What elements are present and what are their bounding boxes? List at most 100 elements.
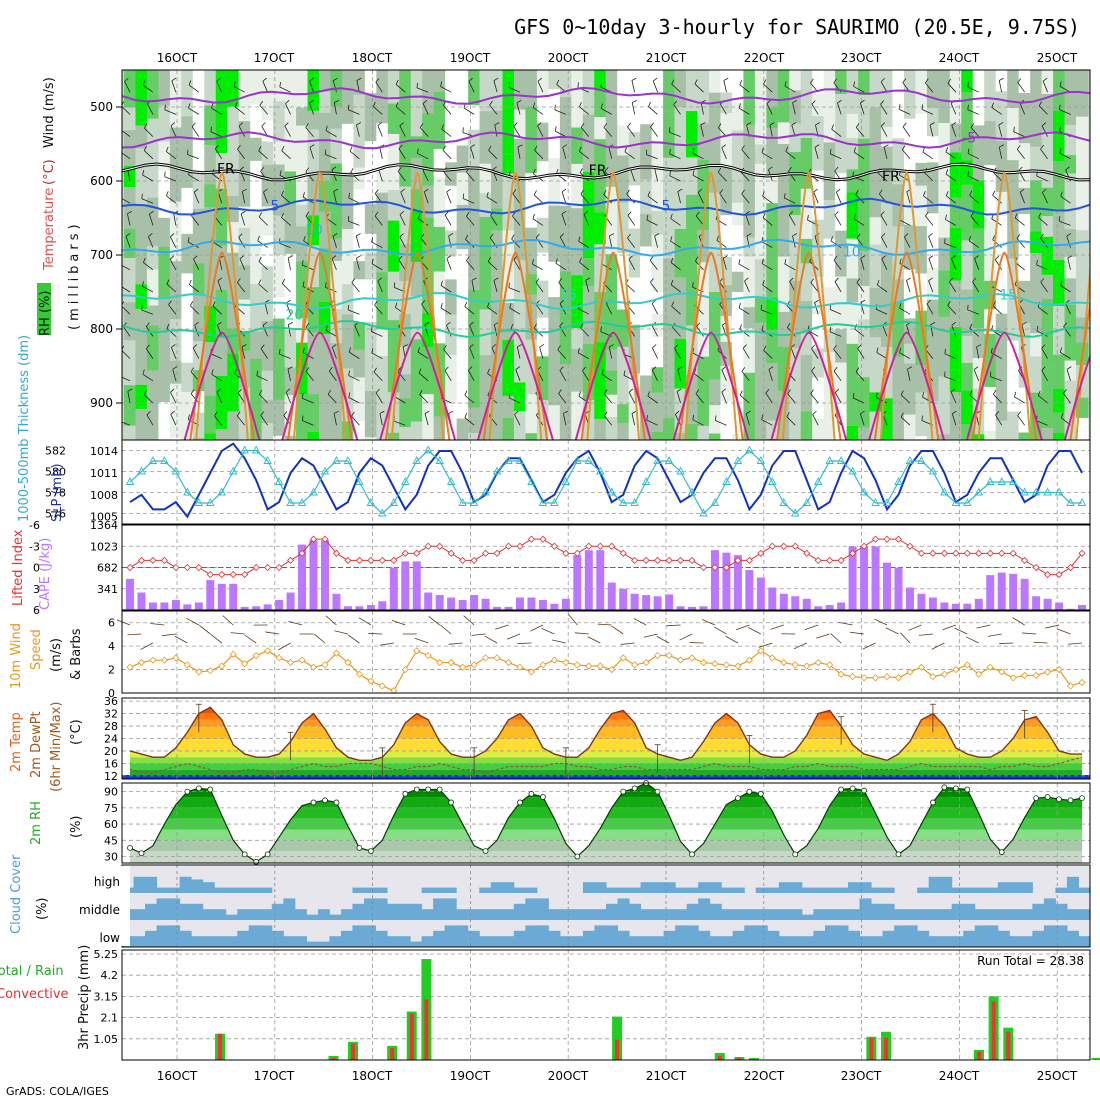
wind-barb-flag bbox=[491, 344, 496, 349]
freezing-line-inner bbox=[122, 163, 1090, 181]
wind-barb-flag bbox=[466, 256, 470, 261]
wind-barb bbox=[631, 413, 636, 426]
rh-cell bbox=[548, 372, 561, 406]
wind-speed-point bbox=[631, 661, 639, 669]
wind-barb bbox=[745, 413, 750, 426]
cloud-bar bbox=[548, 930, 561, 947]
wind-barb bbox=[1019, 191, 1026, 204]
rh-cell bbox=[399, 121, 412, 167]
thickness-point bbox=[538, 498, 548, 506]
wind-speed-point bbox=[562, 658, 570, 667]
wind-speed-point bbox=[344, 658, 352, 667]
wind-barb-flag bbox=[1040, 233, 1044, 239]
rh-cell bbox=[628, 70, 642, 94]
precip-convective-bar bbox=[351, 1043, 356, 1060]
wind-barb bbox=[696, 326, 704, 337]
rh-cell bbox=[1076, 277, 1089, 318]
wind-barb bbox=[515, 369, 521, 381]
wind-barb-flag bbox=[170, 233, 175, 238]
cloud-bar bbox=[606, 925, 619, 947]
cloud-bar bbox=[813, 887, 826, 893]
wind-barb bbox=[669, 153, 681, 160]
rh-cell bbox=[869, 337, 883, 393]
wind-speed-point bbox=[585, 662, 593, 670]
lifted-index-line bbox=[126, 535, 1086, 579]
wind-barb bbox=[171, 80, 177, 93]
rh-cell bbox=[341, 70, 355, 89]
surface-barb bbox=[325, 615, 337, 626]
wind-barb bbox=[558, 393, 567, 404]
cape-bar bbox=[527, 597, 536, 610]
wind-barb bbox=[721, 369, 727, 381]
wind-barb bbox=[811, 348, 819, 359]
thickness-point bbox=[974, 487, 984, 496]
rh-cell bbox=[135, 239, 148, 285]
wind-barb bbox=[241, 191, 246, 204]
rh-cell bbox=[926, 136, 940, 163]
wind-barb-flag bbox=[190, 389, 195, 394]
cape-bar bbox=[493, 606, 502, 610]
surface-isotherm-arch bbox=[977, 171, 1032, 440]
wind-barb-flag bbox=[373, 367, 377, 373]
wind-barb bbox=[967, 153, 979, 160]
wind-label-line4: & Barbs bbox=[69, 628, 84, 680]
rh-cell bbox=[422, 113, 435, 140]
rh-cell bbox=[548, 70, 561, 90]
rh-cell bbox=[789, 180, 802, 216]
wind-barb bbox=[211, 107, 222, 115]
rh-cell bbox=[353, 261, 366, 280]
cloud-bar bbox=[214, 887, 227, 893]
wind-barb-flag bbox=[609, 344, 614, 348]
wind-barb-flag bbox=[628, 388, 634, 393]
wind-barb-flag bbox=[631, 410, 637, 414]
rh-cell bbox=[353, 279, 366, 323]
wind-barb-flag bbox=[417, 347, 420, 353]
rh-cell bbox=[1041, 149, 1055, 188]
wind-barb-flag bbox=[171, 77, 177, 82]
wind-barb bbox=[470, 147, 475, 159]
rh-cell bbox=[124, 302, 137, 341]
wind-barb-flag bbox=[374, 211, 379, 217]
wind-barb-flag bbox=[305, 367, 310, 372]
rh-cell bbox=[754, 95, 768, 145]
rh-cell bbox=[169, 172, 183, 202]
rh-cell bbox=[296, 125, 309, 162]
wind-barb-flag bbox=[356, 77, 362, 81]
surface-barb bbox=[334, 630, 349, 635]
cape-bar bbox=[229, 583, 238, 610]
wind-barb bbox=[354, 325, 360, 337]
top-date-label: 20OCT bbox=[548, 51, 589, 65]
wind-speed-point bbox=[757, 647, 765, 655]
wind-barb bbox=[557, 349, 567, 359]
wind-barb bbox=[122, 376, 131, 382]
wind-barb-flag bbox=[1036, 325, 1039, 331]
wind-barb-flag bbox=[763, 79, 767, 85]
surface-barb bbox=[770, 624, 784, 630]
wind-barb-flag bbox=[761, 147, 764, 153]
wind-barb-flag bbox=[462, 193, 465, 199]
wind-barb-flag bbox=[517, 144, 523, 148]
wind-barb-flag bbox=[494, 122, 500, 126]
surface-isotherm-arch bbox=[287, 251, 353, 440]
wind-barb-flag bbox=[928, 255, 934, 259]
cape-bar bbox=[573, 555, 582, 610]
wind-barb bbox=[970, 216, 980, 226]
cloud-bar bbox=[340, 930, 353, 947]
li-point bbox=[745, 556, 753, 564]
wind-barb-flag bbox=[700, 122, 706, 126]
rh-cell bbox=[640, 179, 653, 214]
cloud-bar bbox=[824, 909, 837, 920]
wind-barb bbox=[1016, 238, 1025, 248]
rh-cell bbox=[445, 115, 458, 163]
rh-cell bbox=[192, 137, 206, 172]
surface-barb bbox=[1068, 642, 1083, 645]
cloud-bar bbox=[352, 903, 365, 920]
wind-barb-flag bbox=[492, 166, 497, 171]
rh-cell bbox=[479, 70, 493, 112]
rh-cell bbox=[926, 107, 940, 137]
cape-bar bbox=[561, 598, 570, 610]
cloud-bar bbox=[606, 887, 619, 893]
rh-cell bbox=[892, 70, 905, 104]
wind-barb-flag bbox=[883, 144, 889, 148]
